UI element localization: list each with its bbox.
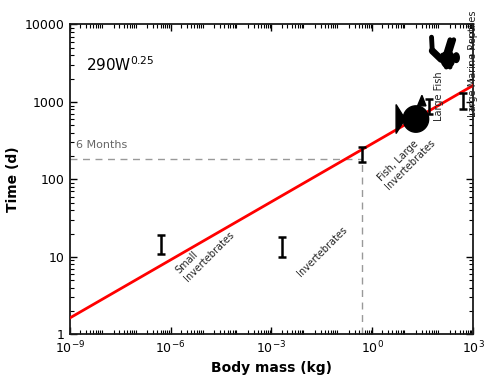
Text: 290W$^{0.25}$: 290W$^{0.25}$ — [86, 56, 154, 74]
Text: Large Fish: Large Fish — [434, 72, 444, 122]
Polygon shape — [417, 95, 426, 106]
Text: Invertebrates: Invertebrates — [295, 225, 349, 279]
Polygon shape — [403, 106, 429, 132]
Polygon shape — [396, 104, 405, 133]
Text: Small
Invertebrates: Small Invertebrates — [174, 222, 236, 283]
Text: Large Marine Reptiles: Large Marine Reptiles — [468, 11, 478, 117]
Text: 6 Months: 6 Months — [76, 140, 127, 150]
Y-axis label: Time (d): Time (d) — [5, 147, 20, 212]
Polygon shape — [441, 51, 454, 68]
Polygon shape — [453, 53, 459, 62]
Text: Fish, Large
Invertebrates: Fish, Large Invertebrates — [375, 130, 438, 191]
X-axis label: Body mass (kg): Body mass (kg) — [211, 362, 332, 375]
